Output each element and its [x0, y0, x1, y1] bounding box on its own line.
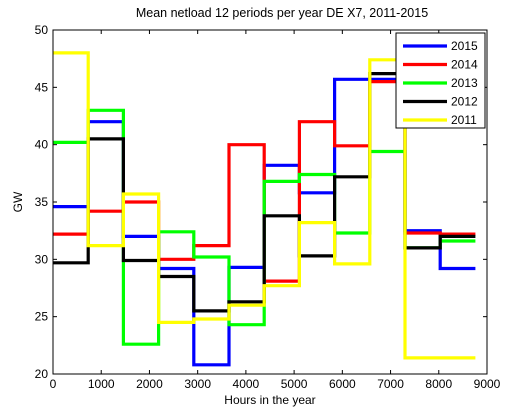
legend-label-2011: 2011	[451, 113, 477, 127]
x-tick-label: 2000	[136, 377, 163, 391]
series-line-2011	[53, 51, 476, 360]
x-tick-label: 1000	[88, 377, 115, 391]
x-tick-label: 0	[50, 377, 57, 391]
legend-label-2013: 2013	[451, 76, 478, 90]
x-tick-label: 5000	[281, 377, 308, 391]
x-axis-label: Hours in the year	[224, 393, 315, 407]
legend-label-2014: 2014	[451, 58, 478, 72]
legend-box	[395, 32, 486, 129]
x-tick-label: 7000	[377, 377, 404, 391]
ticks-layer: 0 1000 2000 3000 4000 5000 6000 7000 8000 9000 20 2…	[35, 23, 501, 391]
y-tick-label: 20	[35, 367, 49, 381]
x-tick-label: 3000	[184, 377, 211, 391]
y-axis-label: GW	[11, 191, 25, 212]
y-tick-label: 35	[35, 195, 49, 209]
chart-title: Mean netload 12 periods per year DE X7, …	[136, 6, 428, 20]
y-tick-label: 25	[35, 310, 49, 324]
x-tick-label: 6000	[329, 377, 356, 391]
x-tick-label: 4000	[233, 377, 260, 391]
y-tick-label: 40	[35, 138, 49, 152]
y-tick-label: 50	[35, 23, 49, 37]
y-tick-label: 45	[35, 80, 49, 94]
legend-label-2015: 2015	[451, 39, 478, 53]
legend: 2015 2014 2013 2012 2011	[395, 32, 486, 129]
x-tick-label: 8000	[425, 377, 452, 391]
legend-label-2012: 2012	[451, 95, 478, 109]
y-tick-label: 30	[35, 252, 49, 266]
series-layer	[53, 51, 476, 367]
x-tick-label: 9000	[474, 377, 501, 391]
